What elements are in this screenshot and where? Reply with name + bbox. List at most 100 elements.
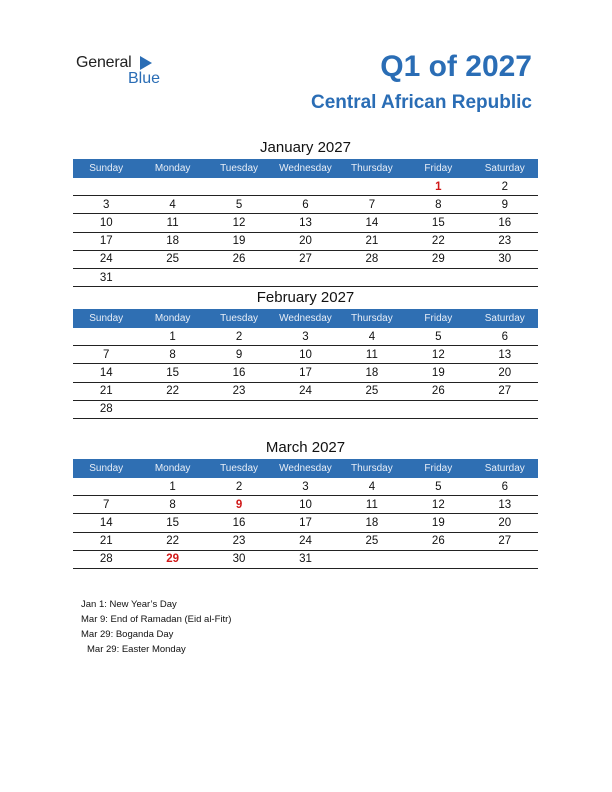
weekday-header: Sunday: [73, 309, 140, 328]
day-cell: 5: [205, 195, 273, 215]
week-row: 17 18 19 20 21 22 23: [73, 232, 538, 251]
day-cell: 9: [205, 345, 273, 365]
weekday-header: Tuesday: [205, 459, 273, 478]
day-cell: 27: [272, 250, 339, 269]
day-cell: 7: [73, 495, 140, 515]
day-cell: 19: [405, 513, 472, 533]
month-march: March 2027 Sunday Monday Tuesday Wednesday Th…: [73, 437, 538, 569]
day-cell: 28: [73, 550, 140, 569]
week-row: 14 15 16 17 18 19 20: [73, 513, 538, 533]
weekday-header: Tuesday: [205, 309, 273, 328]
day-cell: 13: [471, 495, 538, 515]
empty-day-cell: [471, 268, 538, 288]
generalblue-logo: General Blue: [76, 54, 176, 90]
day-cell: 20: [272, 232, 339, 251]
week-row: 28: [73, 400, 538, 419]
day-cell: 26: [405, 532, 472, 551]
day-cell: 3: [272, 328, 339, 347]
day-cell: 15: [139, 513, 206, 533]
empty-day-cell: [272, 400, 339, 419]
calendar-grid: Sunday Monday Tuesday Wednesday Thursday Frid…: [73, 459, 538, 569]
weekday-header: Monday: [139, 309, 206, 328]
weekday-header: Thursday: [338, 159, 406, 178]
day-cell: 22: [139, 382, 206, 401]
day-cell: 17: [73, 232, 140, 251]
weekday-header: Friday: [405, 459, 472, 478]
week-row: 7 8 9 10 11 12 13: [73, 345, 538, 365]
day-cell: 23: [205, 532, 273, 551]
month-title: January 2027: [260, 139, 351, 156]
empty-day-cell: [471, 550, 538, 569]
weekday-header: Friday: [405, 309, 472, 328]
day-cell: 24: [73, 250, 140, 269]
day-cell: 17: [272, 363, 339, 383]
day-cell: 11: [338, 345, 406, 365]
day-cell: 9: [471, 195, 538, 215]
empty-day-cell: [405, 550, 472, 569]
weekday-header: Saturday: [471, 309, 538, 328]
week-row: 31: [73, 268, 538, 288]
day-cell: 19: [405, 363, 472, 383]
empty-day-cell: [405, 268, 472, 288]
day-cell: 21: [73, 532, 140, 551]
logo-blue-text: Blue: [128, 70, 161, 87]
day-cell: 14: [338, 213, 406, 233]
day-cell: 1: [405, 178, 472, 197]
day-cell: 28: [73, 400, 140, 419]
calendar-grid: Sunday Monday Tuesday Wednesday Thursday Frid…: [73, 309, 538, 419]
day-cell: 21: [338, 232, 406, 251]
day-cell: 3: [272, 478, 339, 497]
logo-general-text: General: [76, 54, 132, 71]
day-cell: 5: [405, 478, 472, 497]
day-cell: 15: [139, 363, 206, 383]
page-title: Q1 of 2027: [380, 50, 532, 83]
day-cell: 12: [405, 495, 472, 515]
week-row: 28 29 30 31: [73, 550, 538, 569]
day-cell: 8: [139, 495, 206, 515]
empty-day-cell: [205, 400, 273, 419]
weekday-header: Wednesday: [272, 459, 339, 478]
day-cell: 3: [73, 195, 140, 215]
weekday-header: Sunday: [73, 459, 140, 478]
weekday-header-row: Sunday Monday Tuesday Wednesday Thursday Frid…: [73, 159, 538, 178]
weekday-header: Saturday: [471, 159, 538, 178]
day-cell: 25: [338, 382, 406, 401]
day-cell: 29: [139, 550, 206, 569]
day-cell: 13: [272, 213, 339, 233]
day-cell: 4: [338, 328, 406, 347]
empty-day-cell: [139, 400, 206, 419]
day-cell: 14: [73, 513, 140, 533]
holiday-notes: Jan 1: New Year’s Day Mar 9: End of Rama…: [81, 597, 231, 657]
empty-day-cell: [338, 178, 406, 197]
day-cell: 9: [205, 495, 273, 515]
empty-day-cell: [338, 268, 406, 288]
weekday-header: Wednesday: [272, 159, 339, 178]
weekday-header: Tuesday: [205, 159, 273, 178]
empty-day-cell: [73, 178, 140, 197]
day-cell: 16: [205, 513, 273, 533]
empty-day-cell: [272, 268, 339, 288]
empty-day-cell: [471, 400, 538, 419]
day-cell: 28: [338, 250, 406, 269]
empty-day-cell: [338, 550, 406, 569]
month-title: February 2027: [256, 289, 355, 306]
day-cell: 4: [338, 478, 406, 497]
day-cell: 7: [338, 195, 406, 215]
month-january: January 2027 Sunday Monday Tuesday Wednesday…: [73, 137, 538, 288]
day-cell: 6: [471, 328, 538, 347]
month-february: February 2027 Sunday Monday Tuesday Wednesda…: [73, 287, 538, 419]
weekday-header: Monday: [139, 459, 206, 478]
holiday-note: Mar 9: End of Ramadan (Eid al-Fitr): [81, 614, 232, 625]
week-row: 24 25 26 27 28 29 30: [73, 250, 538, 269]
month-title: March 2027: [265, 439, 346, 456]
day-cell: 31: [73, 268, 140, 288]
day-cell: 2: [205, 328, 273, 347]
weekday-header-row: Sunday Monday Tuesday Wednesday Thursday Frid…: [73, 309, 538, 328]
day-cell: 5: [405, 328, 472, 347]
day-cell: 23: [205, 382, 273, 401]
day-cell: 8: [405, 195, 472, 215]
weekday-header: Friday: [405, 159, 472, 178]
day-cell: 16: [471, 213, 538, 233]
